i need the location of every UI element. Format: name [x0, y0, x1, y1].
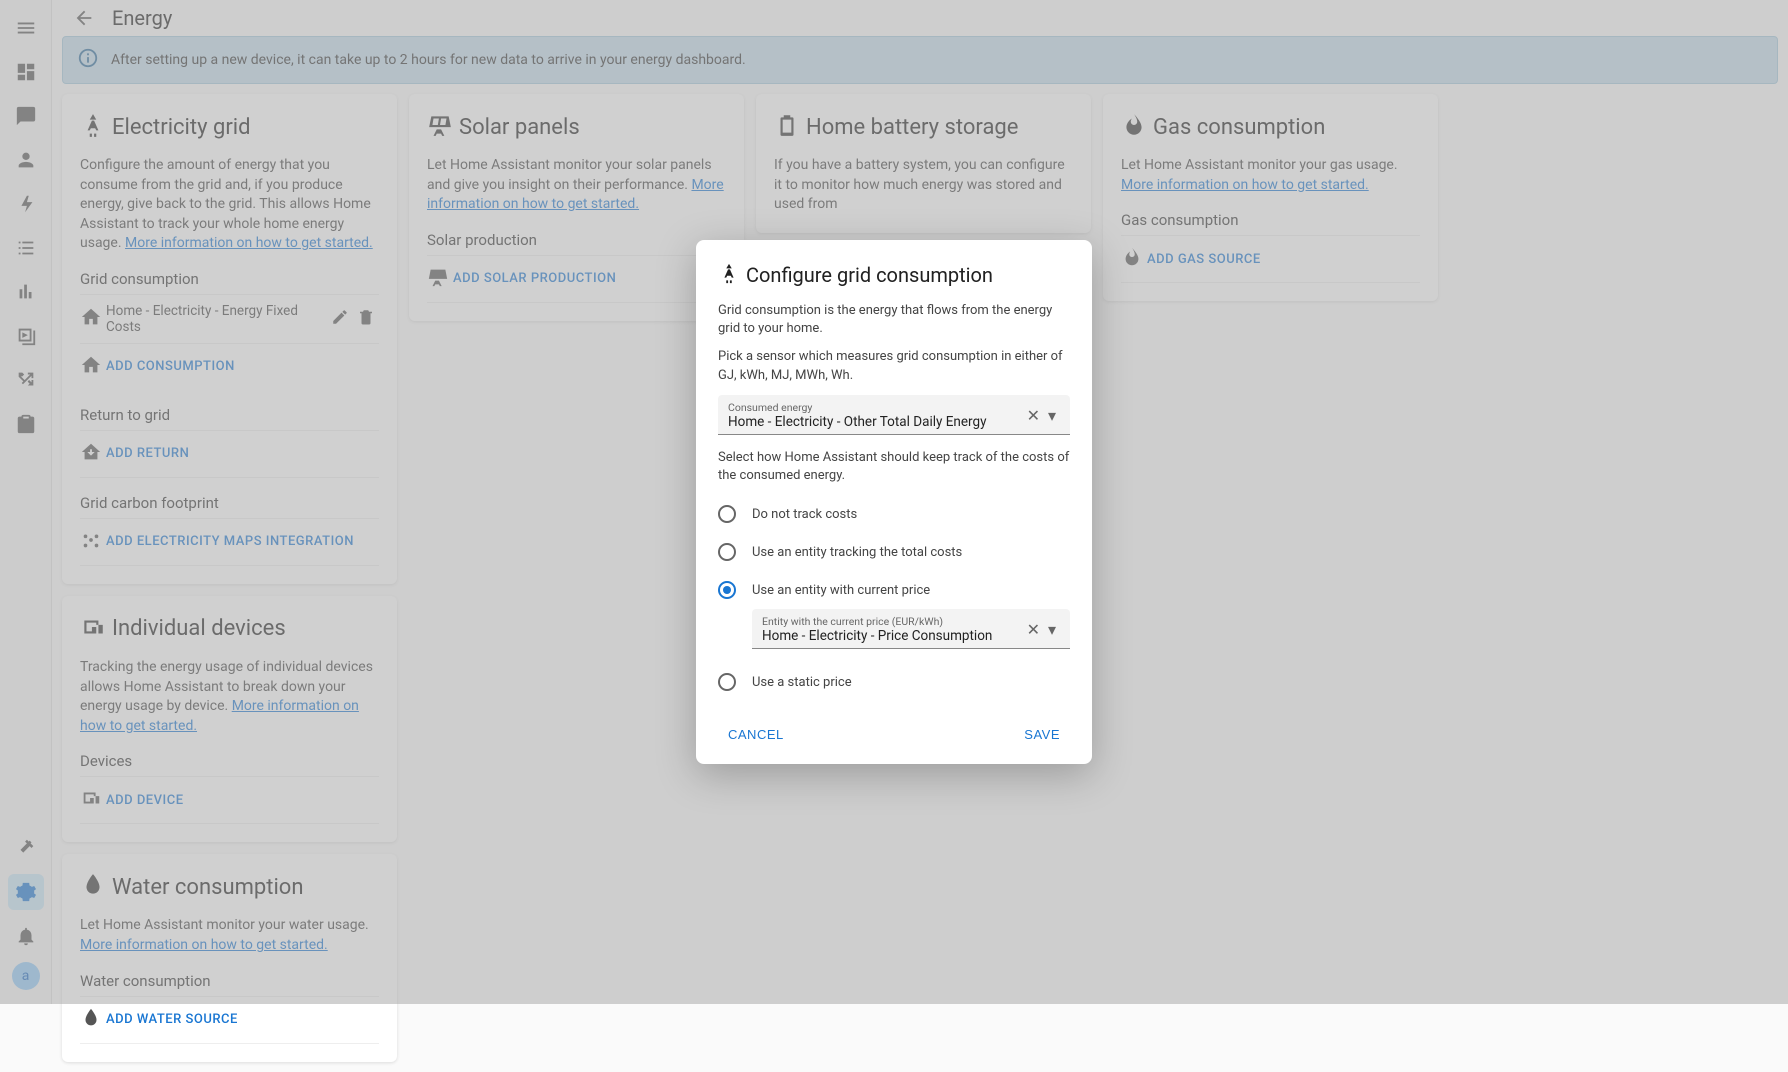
- radio-entity-current-price[interactable]: Use an entity with current price: [718, 571, 1070, 609]
- radio-static-price[interactable]: Use a static price: [718, 663, 1070, 701]
- field-value: Home - Electricity - Other Total Daily E…: [728, 414, 1023, 430]
- water-drop-icon: [80, 1007, 106, 1033]
- radio-icon: [718, 543, 736, 561]
- field-label: Consumed energy: [728, 401, 1023, 414]
- cancel-button[interactable]: CANCEL: [718, 721, 794, 748]
- radio-icon: [718, 673, 736, 691]
- radio-no-cost[interactable]: Do not track costs: [718, 495, 1070, 533]
- dropdown-icon[interactable]: ▾: [1044, 406, 1060, 425]
- price-entity-select[interactable]: Entity with the current price (EUR/kWh) …: [752, 609, 1070, 649]
- dialog-text: Pick a sensor which measures grid consum…: [718, 348, 1070, 384]
- dialog-configure-grid-consumption: Configure grid consumption Grid consumpt…: [696, 240, 1092, 764]
- modal-overlay[interactable]: Configure grid consumption Grid consumpt…: [0, 0, 1788, 1004]
- dialog-title: Configure grid consumption: [746, 263, 993, 287]
- consumed-energy-select[interactable]: Consumed energy Home - Electricity - Oth…: [718, 395, 1070, 435]
- field-label: Entity with the current price (EUR/kWh): [762, 615, 1023, 628]
- clear-button[interactable]: ✕: [1023, 406, 1044, 425]
- radio-icon: [718, 581, 736, 599]
- field-value: Home - Electricity - Price Consumption: [762, 628, 1023, 644]
- dialog-text: Select how Home Assistant should keep tr…: [718, 449, 1070, 485]
- radio-entity-total-costs[interactable]: Use an entity tracking the total costs: [718, 533, 1070, 571]
- dialog-text: Grid consumption is the energy that flow…: [718, 302, 1070, 338]
- radio-icon: [718, 505, 736, 523]
- save-button[interactable]: SAVE: [1014, 721, 1070, 748]
- dropdown-icon[interactable]: ▾: [1044, 620, 1060, 639]
- clear-button[interactable]: ✕: [1023, 620, 1044, 639]
- tower-icon: [718, 262, 746, 288]
